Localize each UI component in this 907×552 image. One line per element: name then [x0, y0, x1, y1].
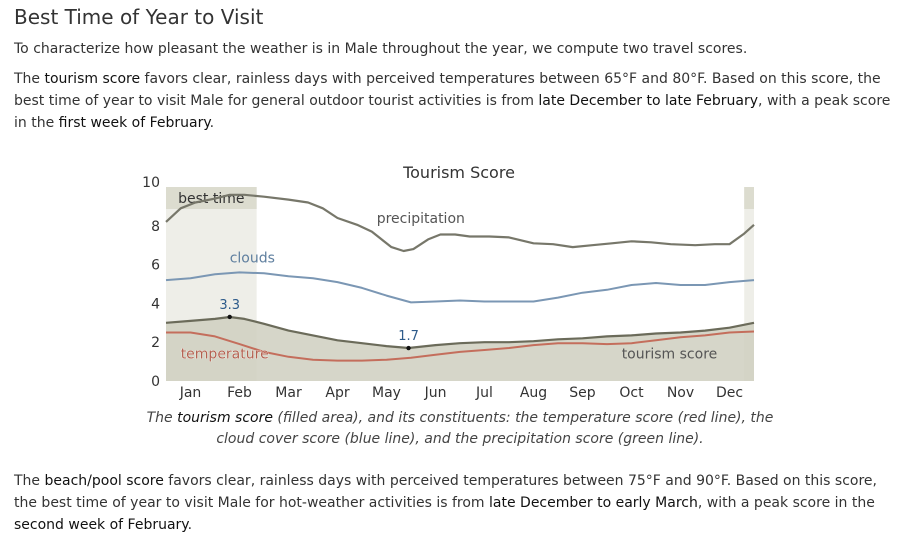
x-tick-label: Jul [475, 385, 493, 401]
series-label-precipitation: precipitation [377, 211, 465, 227]
precipitation-line [165, 193, 755, 253]
annotation-dot [227, 314, 232, 320]
best-range: late December to early March [489, 495, 698, 511]
best-time-header [744, 187, 754, 209]
y-tick-label: 0 [151, 374, 160, 390]
tourism-score-line [165, 315, 755, 350]
annotation-label: 1.7 [398, 329, 419, 344]
tourism-score-chart: Tourism Score best timeprecipitationclou… [142, 163, 755, 401]
text: The [14, 71, 45, 87]
tourism-score-term: tourism score [177, 410, 273, 426]
annotation-label: 3.3 [219, 298, 240, 313]
best-time-header [166, 187, 257, 209]
tourism-paragraph: The tourism score favors clear, rainless… [14, 68, 898, 134]
series-label-temperature: temperature [181, 347, 269, 363]
peak-week: second week of February [14, 517, 188, 533]
text: , with a peak score in the [697, 495, 875, 511]
text: . [187, 517, 193, 533]
best-range: late December to late February [538, 93, 759, 109]
beach-score-term: beach/pool score [44, 473, 164, 489]
x-tick-label: Sep [569, 385, 596, 401]
x-tick-label: Feb [227, 385, 252, 401]
x-tick-label: Jan [179, 385, 202, 401]
x-tick-label: Oct [619, 385, 644, 401]
chart-title: Tourism Score [402, 163, 515, 182]
chart-caption: The tourism score (filled area), and its… [140, 408, 780, 450]
clouds-line [165, 271, 755, 304]
y-tick-label: 10 [142, 175, 160, 191]
peak-week: first week of February [58, 115, 210, 131]
text: favors clear, rainless days with perceiv… [14, 473, 877, 511]
x-tick-label: Dec [716, 385, 743, 401]
text: favors clear, rainless days with perceiv… [14, 71, 881, 109]
best-time-band [744, 187, 754, 381]
x-tick-label: May [372, 385, 401, 401]
tourism-score-area [166, 317, 754, 381]
text: The [146, 410, 178, 426]
intro-paragraph: To characterize how pleasant the weather… [14, 41, 748, 57]
text: The [14, 473, 45, 489]
beach-paragraph: The beach/pool score favors clear, rainl… [14, 470, 898, 536]
annotation-dot [406, 345, 411, 351]
text: (filled area), and its constituents: the… [216, 410, 774, 447]
page-title: Best Time of Year to Visit [14, 5, 264, 29]
temperature-line [166, 330, 755, 362]
x-tick-label: Jun [424, 385, 447, 401]
y-tick-label: 2 [151, 335, 160, 351]
x-tick-label: Apr [325, 385, 349, 401]
x-tick-label: Aug [520, 385, 547, 401]
y-tick-label: 8 [151, 219, 160, 235]
series-label-tourism-score: tourism score [622, 347, 718, 363]
text: . [209, 115, 215, 131]
y-tick-label: 6 [151, 258, 160, 274]
x-tick-label: Mar [275, 385, 302, 401]
x-tick-label: Nov [667, 385, 694, 401]
y-tick-label: 4 [151, 296, 160, 312]
text: , with a peak score in the [14, 93, 891, 131]
tourism-score-term: tourism score [44, 71, 141, 87]
series-label-clouds: clouds [230, 251, 275, 267]
